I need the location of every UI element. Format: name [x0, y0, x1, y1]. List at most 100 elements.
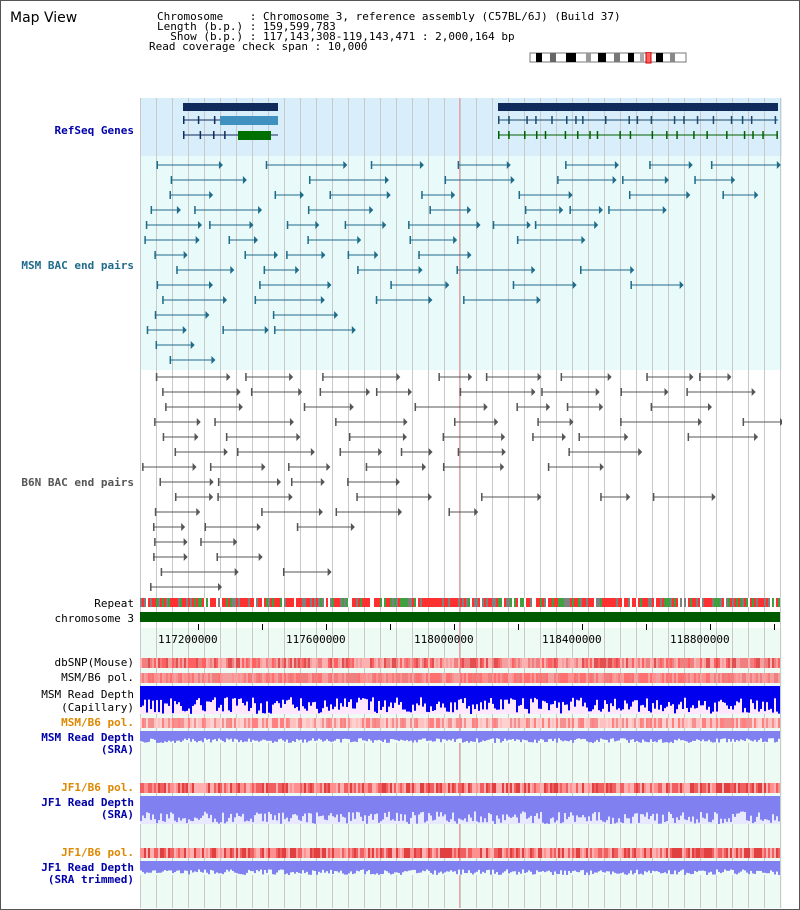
- depth-bar: [766, 731, 768, 742]
- track-label-dbsnp[interactable]: dbSNP(Mouse): [54, 656, 134, 669]
- depth-bar: [196, 796, 198, 819]
- track-label-refseq[interactable]: RefSeq Genes: [54, 124, 134, 137]
- depth-bar: [440, 686, 442, 708]
- heat-cell: [418, 848, 420, 858]
- heat-cell: [264, 848, 266, 858]
- depth-bar: [444, 861, 446, 873]
- heat-cell: [270, 673, 272, 683]
- track-label-jf1-b6-pol-2[interactable]: JF1/B6 pol.: [61, 846, 134, 859]
- depth-bar: [640, 796, 642, 815]
- depth-bar: [334, 796, 336, 818]
- track-label-jf1-depth-trimmed[interactable]: JF1 Read Depth: [41, 861, 134, 874]
- bac-end-arrow: [638, 448, 643, 456]
- repeat-mark: [580, 598, 582, 607]
- depth-bar: [326, 861, 328, 872]
- depth-bar: [582, 686, 584, 707]
- depth-bar: [398, 731, 400, 741]
- track-panel[interactable]: 117200000 117600000 118000000 118400000 …: [140, 98, 782, 908]
- depth-bar: [698, 686, 700, 701]
- depth-bar: [232, 796, 234, 822]
- heat-cell: [360, 783, 362, 793]
- heat-cell: [576, 848, 578, 858]
- depth-bar: [510, 686, 512, 699]
- heat-cell: [428, 718, 430, 728]
- chromosome-ideogram[interactable]: [528, 52, 690, 64]
- heat-cell: [244, 848, 246, 858]
- depth-bar: [240, 796, 242, 817]
- heat-cell: [232, 718, 234, 728]
- heat-cell: [342, 658, 344, 668]
- repeat-mark: [442, 598, 444, 607]
- depth-bar: [378, 861, 380, 875]
- heat-cell: [624, 783, 626, 793]
- heat-cell: [178, 673, 180, 683]
- heat-cell: [408, 848, 410, 858]
- track-label-msm-depth-sra[interactable]: MSM Read Depth: [41, 731, 134, 744]
- heat-cell: [738, 718, 740, 728]
- heat-cell: [486, 658, 488, 668]
- depth-bar: [188, 861, 190, 875]
- depth-bar: [328, 796, 330, 816]
- feature-canvas[interactable]: [140, 98, 782, 908]
- heat-cell: [542, 718, 544, 728]
- depth-bar: [636, 731, 638, 741]
- heat-cell: [630, 673, 632, 683]
- repeat-mark: [708, 598, 710, 607]
- heat-cell: [390, 673, 392, 683]
- depth-bar: [728, 731, 730, 739]
- depth-bar: [772, 731, 774, 739]
- depth-bar: [460, 731, 462, 739]
- depth-bar: [544, 861, 546, 873]
- heat-cell: [614, 783, 616, 793]
- track-label-msm-b6-pol-1[interactable]: MSM/B6 pol.: [61, 671, 134, 684]
- heat-cell: [182, 658, 184, 668]
- track-label-jf1-b6-pol-1[interactable]: JF1/B6 pol.: [61, 781, 134, 794]
- heat-cell: [356, 783, 358, 793]
- exon-mark: [706, 131, 708, 139]
- depth-bar: [224, 731, 226, 743]
- track-label-jf1-depth-sra[interactable]: JF1 Read Depth: [41, 796, 134, 809]
- depth-bar: [224, 861, 226, 873]
- heat-cell: [362, 848, 364, 858]
- track-label-chromosome[interactable]: chromosome 3: [54, 612, 134, 625]
- depth-bar: [240, 731, 242, 741]
- heat-cell: [440, 658, 442, 668]
- heat-cell: [570, 718, 572, 728]
- heat-cell: [398, 783, 400, 793]
- bac-end: [694, 176, 696, 184]
- track-label-repeat[interactable]: Repeat: [94, 597, 134, 610]
- heat-cell: [716, 718, 718, 728]
- heat-cell: [600, 848, 602, 858]
- repeat-mark: [658, 598, 660, 607]
- depth-bar: [706, 731, 708, 742]
- depth-bar: [712, 796, 714, 820]
- heat-cell: [598, 718, 600, 728]
- depth-bar: [590, 731, 592, 743]
- heat-cell: [270, 783, 272, 793]
- heat-cell: [242, 673, 244, 683]
- track-label-msm-b6-pol-2[interactable]: MSM/B6 pol.: [61, 716, 134, 729]
- heat-cell: [418, 673, 420, 683]
- bac-end: [448, 508, 450, 516]
- track-label-b6n-bac[interactable]: B6N BAC end pairs: [21, 476, 134, 489]
- depth-bar: [716, 861, 718, 870]
- depth-bar: [760, 731, 762, 739]
- heat-cell: [268, 848, 270, 858]
- depth-bar: [734, 731, 736, 742]
- depth-bar: [336, 796, 338, 815]
- heat-cell: [740, 673, 742, 683]
- heat-cell: [528, 673, 530, 683]
- depth-bar: [642, 731, 644, 740]
- heat-cell: [266, 673, 268, 683]
- heat-cell: [472, 718, 474, 728]
- heat-cell: [550, 848, 552, 858]
- bac-end: [547, 463, 550, 471]
- track-label-msm-bac[interactable]: MSM BAC end pairs: [21, 259, 134, 272]
- exon-mark: [498, 116, 500, 124]
- depth-bar: [568, 731, 570, 742]
- depth-bar: [674, 796, 676, 824]
- track-label-msm-depth-capillary[interactable]: MSM Read Depth: [41, 688, 134, 701]
- heat-cell: [478, 718, 480, 728]
- depth-bar: [508, 731, 510, 740]
- heat-cell: [448, 848, 450, 858]
